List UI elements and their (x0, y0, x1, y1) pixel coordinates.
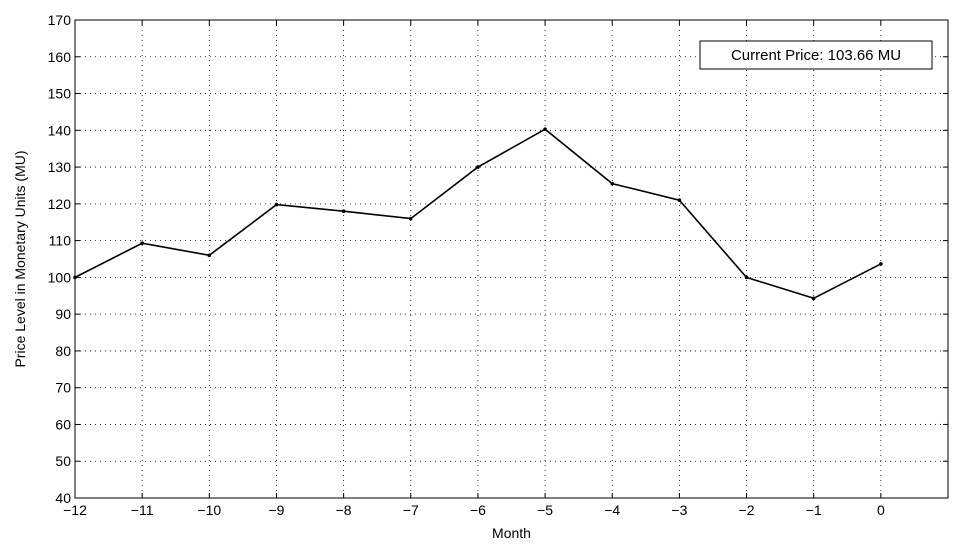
x-tick-label: −10 (197, 502, 221, 518)
axis-ticks (74, 19, 948, 499)
data-point (677, 198, 682, 202)
y-tick-label: 90 (55, 306, 71, 322)
y-tick-label: 140 (48, 122, 72, 138)
y-tick-label: 60 (55, 416, 71, 432)
data-point (879, 262, 883, 266)
x-tick-label: −3 (671, 502, 687, 518)
x-tick-label: −11 (131, 502, 154, 518)
y-tick-label: 170 (48, 12, 72, 28)
y-tick-label: 100 (48, 269, 72, 285)
grid-lines (75, 20, 948, 498)
data-point (543, 127, 547, 132)
data-point (408, 216, 413, 221)
y-tick-labels: 40 50 60 70 80 90 100 110 120 130 140 150 160 170 (48, 12, 72, 506)
x-tick-label: −6 (470, 502, 486, 518)
y-tick-label: 130 (48, 159, 72, 175)
y-tick-label: 40 (55, 490, 71, 506)
x-tick-label: −2 (739, 502, 755, 518)
data-point (811, 296, 816, 301)
price-series-line (74, 128, 882, 300)
y-axis-label: Price Level in Monetary Units (MU) (12, 150, 28, 367)
x-axis-label: Month (492, 525, 531, 541)
y-tick-label: 50 (55, 453, 71, 469)
x-tick-labels: −12 −11 −10 −9 −8 −7 −6 −5 −4 −3 −2 −1 0 (63, 502, 885, 518)
data-point (744, 275, 749, 280)
data-point (73, 275, 77, 280)
data-point (274, 202, 279, 207)
plot-area-frame (74, 19, 949, 499)
x-tick-label: −12 (63, 502, 87, 518)
x-tick-label: 0 (877, 502, 885, 518)
data-point (140, 241, 144, 245)
data-point (610, 181, 615, 186)
data-point (207, 253, 212, 258)
data-point (341, 209, 346, 213)
data-point (476, 165, 480, 169)
annotation-box (699, 40, 933, 70)
y-tick-label: 70 (55, 380, 71, 396)
current-price-annotation: Current Price: 103.66 MU (699, 40, 933, 70)
y-tick-label: 160 (48, 49, 72, 65)
y-tick-label: 80 (55, 343, 71, 359)
y-tick-label: 110 (49, 233, 72, 249)
x-tick-label: −1 (806, 502, 822, 518)
x-tick-label: −8 (336, 502, 352, 518)
x-tick-label: −4 (604, 502, 620, 518)
x-tick-label: −5 (537, 502, 553, 518)
x-tick-label: −9 (268, 502, 284, 518)
y-tick-label: 120 (48, 196, 72, 212)
current-price-text: Current Price: 103.66 MU (731, 47, 901, 64)
y-tick-label: 150 (48, 86, 72, 102)
x-tick-label: −7 (403, 502, 419, 518)
price-series-points (73, 127, 883, 301)
